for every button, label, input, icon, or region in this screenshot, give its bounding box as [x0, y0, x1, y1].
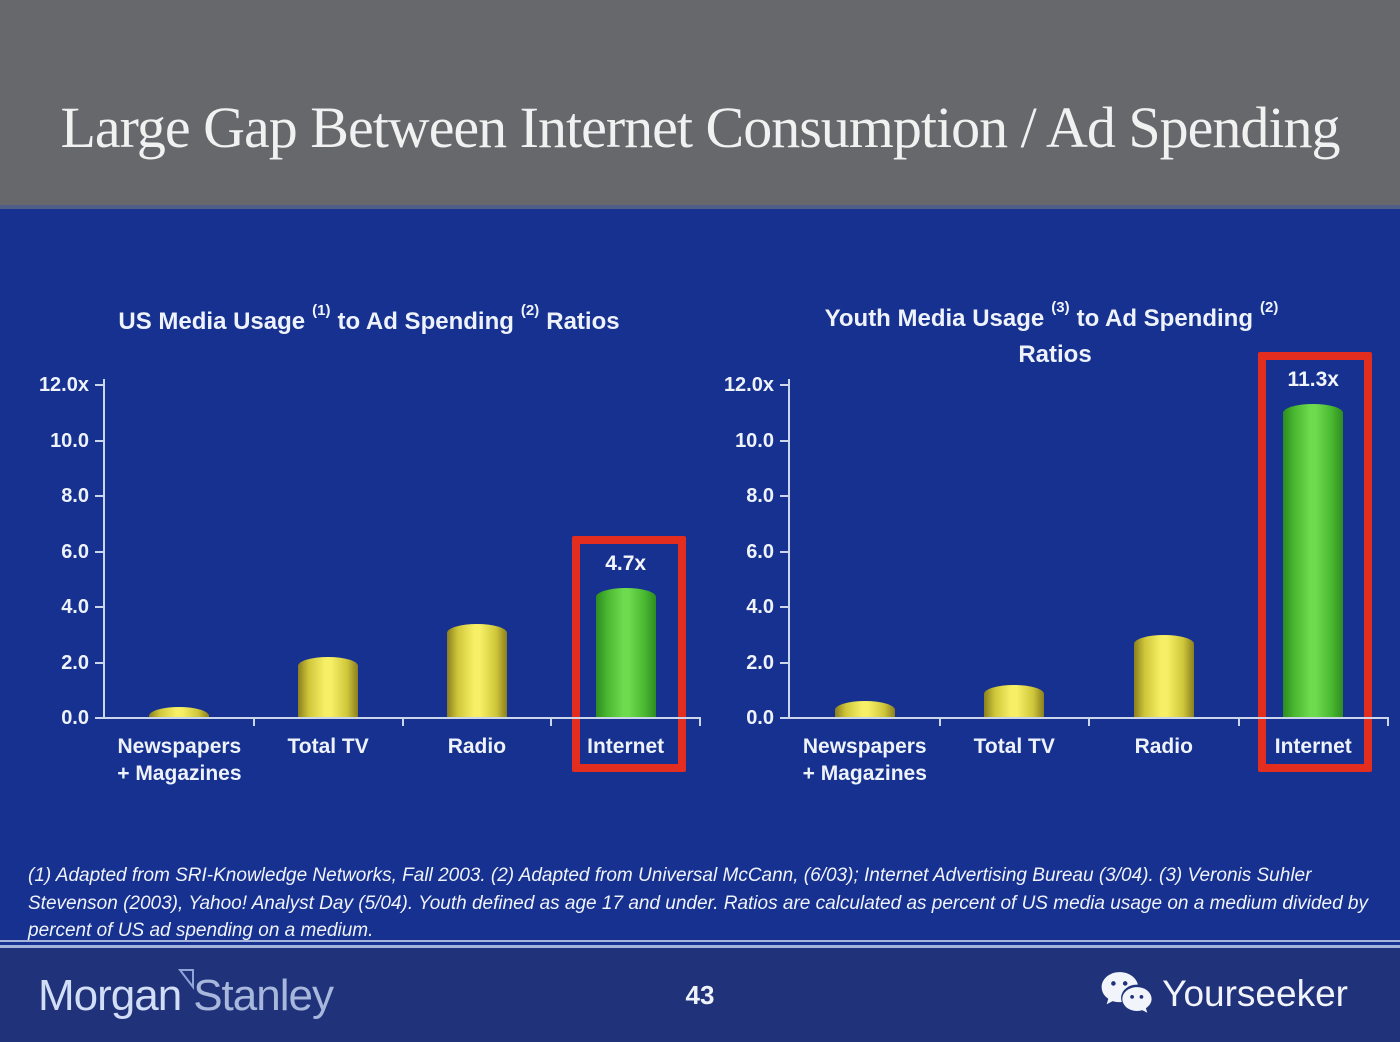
highlight-box-internet	[1258, 352, 1372, 772]
morgan-stanley-triangle-icon	[178, 969, 195, 990]
y-axis	[103, 379, 105, 718]
y-axis-tick	[95, 606, 103, 608]
y-axis-tick	[780, 439, 788, 442]
y-tick-label: 2.0	[61, 651, 89, 674]
category-label-newspapers-magazines: Newspapers + Magazines	[802, 735, 927, 785]
category-label-radio: Radio	[1134, 735, 1193, 758]
chart-title-line2: Ratios	[1018, 341, 1092, 368]
y-tick-label: 12.0x	[38, 374, 89, 396]
bar-internet	[595, 587, 656, 718]
brand-name: Yourseeker	[1162, 973, 1348, 1014]
bar-newspapers-magazines	[149, 706, 210, 718]
chart-title-text: Ratios	[546, 308, 620, 335]
y-axis-tick	[780, 495, 788, 497]
x-axis-tick	[1088, 717, 1090, 726]
y-tick-label: 8.0	[61, 485, 89, 507]
bar-total-tv	[298, 656, 359, 718]
footnote-ref: (2)	[520, 302, 540, 319]
y-axis-tick	[95, 550, 103, 553]
category-label-radio: Radio	[447, 735, 507, 758]
x-axis-tick	[938, 717, 941, 726]
bar-internet	[1283, 404, 1344, 718]
bar-newspapers-magazines	[834, 701, 895, 718]
chart-title-text: to Ad Spending	[337, 308, 514, 335]
chart-title-text: Youth Media Usage	[824, 305, 1045, 332]
y-tick-label: 12.0x	[723, 374, 774, 396]
y-tick-label: 6.0	[746, 540, 774, 563]
bar-value-label: 4.7x	[605, 551, 647, 575]
bar-radio	[1133, 634, 1194, 718]
bar-radio	[446, 623, 507, 718]
footnote-ref: (1)	[312, 302, 331, 319]
y-tick-label: 2.0	[746, 651, 774, 674]
y-axis-tick	[95, 495, 103, 497]
y-axis-tick	[95, 661, 103, 664]
wechat-icon	[1101, 972, 1152, 1013]
y-axis-tick	[780, 550, 788, 553]
highlight-box-internet	[572, 536, 686, 772]
category-label-newspapers-magazines: Newspapers + Magazines	[117, 735, 242, 785]
x-axis-tick	[401, 717, 404, 726]
y-tick-label: 0.0	[746, 707, 774, 729]
y-axis	[788, 379, 790, 718]
bar-value-label: 11.3x	[1287, 368, 1339, 392]
y-tick-label: 8.0	[746, 485, 774, 507]
y-tick-label: 10.0	[50, 429, 89, 452]
chart-title-text: to Ad Spending	[1076, 305, 1253, 332]
footer-bar: Morgan Stanley 43 Yourseeker	[0, 948, 1400, 1042]
footnote-ref: (2)	[1260, 299, 1279, 316]
x-axis-tick	[1387, 717, 1389, 726]
y-tick-label: 0.0	[61, 707, 89, 729]
y-tick-label: 6.0	[61, 540, 89, 563]
category-label-internet: Internet	[587, 735, 665, 758]
category-label-internet: Internet	[1274, 735, 1352, 758]
chart-title-text: US Media Usage	[118, 308, 306, 335]
x-axis-tick	[1237, 717, 1240, 726]
chart-title-us: US Media Usage (1) to Ad Spending (2) Ratios	[30, 293, 710, 340]
category-label-total-tv: Total TV	[973, 735, 1055, 758]
y-axis-tick	[780, 606, 788, 608]
x-axis-tick	[699, 717, 701, 726]
bar-total-tv	[984, 684, 1045, 718]
x-axis-tick	[252, 717, 255, 726]
morgan-stanley-logo: Morgan Stanley	[38, 966, 334, 1026]
header-band: Large Gap Between Internet Consumption /…	[0, 0, 1400, 209]
logo-text-morgan: Morgan	[38, 971, 182, 1020]
category-label-total-tv: Total TV	[287, 735, 369, 758]
y-tick-label: 10.0	[735, 429, 774, 452]
y-axis-tick	[95, 439, 103, 442]
chart-title-youth: Youth Media Usage (3) to Ad Spending (2) Ra…	[730, 290, 1380, 373]
separator-rule	[0, 940, 1400, 948]
slide-title: Large Gap Between Internet Consumption /…	[60, 95, 1340, 160]
y-axis-tick	[780, 661, 788, 664]
logo-text-stanley: Stanley	[193, 971, 334, 1020]
page-number: 43	[685, 980, 715, 1010]
x-axis-tick	[550, 717, 553, 726]
brand-mark: Yourseeker	[1100, 962, 1348, 1026]
y-axis-tick	[95, 717, 103, 719]
footnote: (1) Adapted from SRI-Knowledge Networks,…	[28, 865, 1368, 941]
y-axis-tick	[780, 717, 788, 719]
y-axis-tick	[95, 384, 103, 386]
y-tick-label: 4.0	[746, 596, 774, 618]
y-tick-label: 4.0	[61, 596, 89, 618]
footnote-ref: (3)	[1051, 299, 1070, 316]
y-axis-tick	[780, 384, 788, 386]
